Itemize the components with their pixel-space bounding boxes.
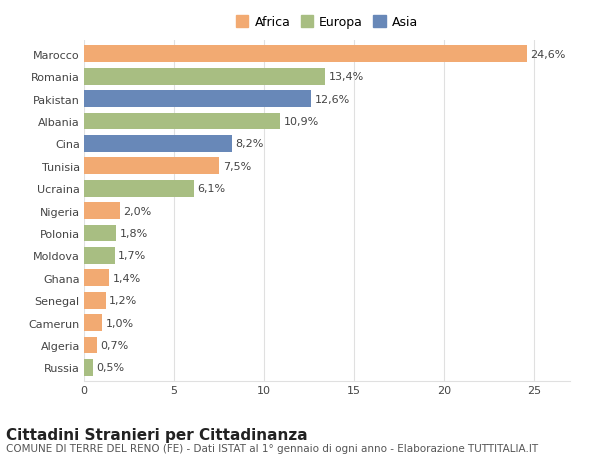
Text: 24,6%: 24,6% xyxy=(530,50,566,60)
Text: Cittadini Stranieri per Cittadinanza: Cittadini Stranieri per Cittadinanza xyxy=(6,427,308,442)
Bar xyxy=(84,69,325,85)
Text: COMUNE DI TERRE DEL RENO (FE) - Dati ISTAT al 1° gennaio di ogni anno - Elaboraz: COMUNE DI TERRE DEL RENO (FE) - Dati IST… xyxy=(6,443,538,453)
Text: 6,1%: 6,1% xyxy=(197,184,226,194)
Bar xyxy=(84,180,194,197)
Bar xyxy=(84,359,93,376)
Text: 8,2%: 8,2% xyxy=(235,139,263,149)
Text: 2,0%: 2,0% xyxy=(124,206,152,216)
Bar xyxy=(84,113,280,130)
Bar xyxy=(84,270,109,286)
Text: 1,4%: 1,4% xyxy=(113,273,141,283)
Text: 7,5%: 7,5% xyxy=(223,162,251,172)
Text: 1,2%: 1,2% xyxy=(109,296,137,306)
Bar xyxy=(84,314,102,331)
Text: 0,7%: 0,7% xyxy=(100,340,128,350)
Bar xyxy=(84,247,115,264)
Bar xyxy=(84,46,527,63)
Text: 1,7%: 1,7% xyxy=(118,251,146,261)
Text: 0,5%: 0,5% xyxy=(97,363,125,373)
Legend: Africa, Europa, Asia: Africa, Europa, Asia xyxy=(233,14,421,32)
Bar xyxy=(84,203,120,219)
Bar xyxy=(84,337,97,353)
Bar xyxy=(84,91,311,108)
Text: 1,0%: 1,0% xyxy=(106,318,134,328)
Text: 12,6%: 12,6% xyxy=(314,95,350,104)
Bar xyxy=(84,136,232,152)
Bar xyxy=(84,158,219,175)
Text: 10,9%: 10,9% xyxy=(284,117,319,127)
Text: 13,4%: 13,4% xyxy=(329,72,364,82)
Text: 1,8%: 1,8% xyxy=(120,229,148,239)
Bar xyxy=(84,292,106,309)
Bar xyxy=(84,225,116,242)
